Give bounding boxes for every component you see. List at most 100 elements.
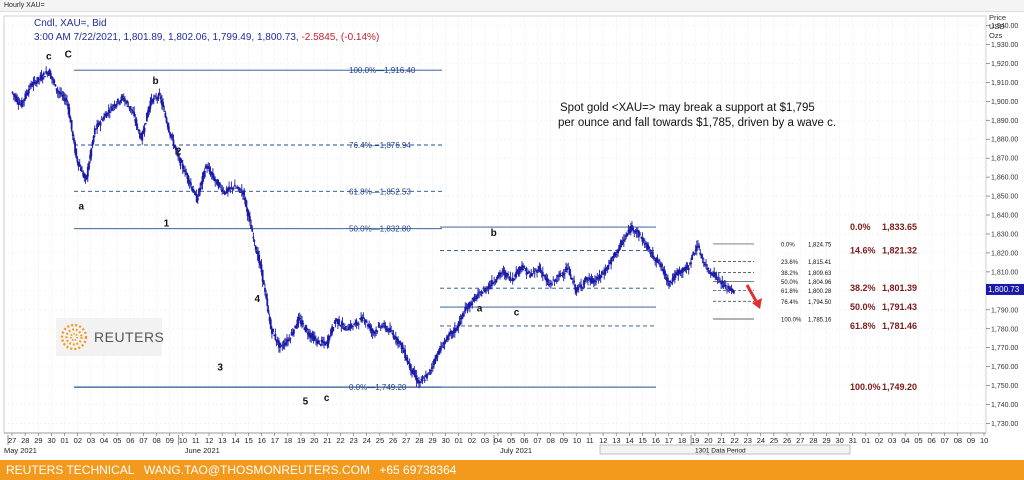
- candle-body: [320, 339, 323, 343]
- fib-label-small-value: 1,804.96: [808, 280, 832, 286]
- candle-body: [499, 272, 501, 277]
- candle-body: [728, 287, 731, 289]
- candle-body: [104, 114, 107, 116]
- candle-body: [568, 268, 571, 275]
- chart[interactable]: 100.0%—1,916.40 76.4%—1,876.94 61.8%—1,852…: [0, 12, 1024, 460]
- candle-body: [471, 302, 474, 306]
- data-period-bar: 1301 Data Period: [599, 444, 851, 455]
- candle-body: [286, 339, 288, 343]
- candle-body: [695, 246, 698, 251]
- candle-body: [331, 326, 334, 334]
- candle-body: [402, 350, 405, 353]
- candle-body: [613, 252, 616, 257]
- x-tick-label: 03: [87, 436, 95, 445]
- candle-body: [51, 76, 53, 80]
- candle-body: [342, 327, 345, 330]
- x-tick-label: 10: [573, 436, 581, 445]
- candle-body: [306, 332, 309, 335]
- header-ohlc: 3:00 AM 7/22/2021, 1,801.89, 1,802.06, 1…: [34, 32, 379, 43]
- candle-body: [683, 270, 685, 272]
- candle-body: [45, 70, 48, 74]
- candle-body: [59, 92, 61, 95]
- candle-body: [233, 184, 236, 187]
- candle-body: [34, 82, 37, 85]
- candle-body: [89, 154, 92, 160]
- x-tick-label: 02: [74, 436, 82, 445]
- candle-body: [249, 216, 251, 222]
- candle-body: [75, 148, 78, 158]
- fib-label-right-value: 1,833.65: [882, 222, 917, 232]
- candle-body: [140, 136, 142, 139]
- candle-body: [99, 122, 102, 126]
- candle-body: [161, 99, 163, 106]
- candle-body: [343, 327, 346, 330]
- candle-body: [470, 303, 472, 306]
- candle-body: [419, 381, 422, 384]
- fib-label-right-pct: 100.0%: [850, 382, 881, 392]
- fib-label-small-pct: 50.0%: [781, 280, 799, 286]
- candle-body: [313, 336, 316, 340]
- candle-body: [254, 245, 257, 250]
- candle-body: [547, 283, 550, 286]
- candle-body: [677, 270, 680, 276]
- candle-body: [367, 324, 369, 327]
- candle-body: [266, 298, 269, 307]
- candle-body: [77, 161, 80, 167]
- x-tick-label: 03: [888, 436, 896, 445]
- candle-body: [165, 117, 168, 123]
- candle-body: [500, 272, 503, 275]
- candle-body: [199, 187, 202, 192]
- candle-body: [606, 265, 609, 270]
- candle-body: [603, 272, 606, 275]
- candle-body: [605, 268, 608, 270]
- candle-body: [360, 317, 362, 321]
- window-title: Hourly XAU=: [0, 0, 1024, 12]
- x-tick-label: 25: [376, 436, 384, 445]
- candle-body: [52, 79, 54, 81]
- footer-email[interactable]: WANG.TAO@THOSMONREUTERS.COM: [143, 463, 370, 477]
- candle-body: [176, 149, 178, 153]
- candle-body: [370, 329, 373, 332]
- candle-body: [602, 273, 604, 275]
- candle-body: [680, 269, 683, 273]
- candle-body: [201, 176, 204, 185]
- candle-body: [727, 285, 729, 288]
- y-tick-label: 1,810.00: [991, 269, 1018, 276]
- candle-body: [372, 332, 375, 334]
- candle-body: [26, 92, 29, 96]
- candle-body: [687, 267, 690, 270]
- candle-body: [572, 281, 574, 283]
- candle-body: [315, 339, 317, 341]
- candle-body: [732, 291, 735, 294]
- candle-body: [35, 81, 38, 84]
- candle-body: [446, 336, 449, 340]
- candle-body: [559, 273, 562, 277]
- candle-body: [142, 130, 145, 134]
- fib-label-right-pct: 38.2%: [850, 283, 876, 293]
- candle-body: [318, 340, 321, 342]
- candle-body: [533, 272, 536, 274]
- candle-body: [598, 274, 601, 280]
- candle-body: [393, 337, 396, 339]
- candle-body: [730, 288, 733, 290]
- candle-body: [458, 321, 461, 327]
- candle-body: [643, 243, 646, 245]
- candle-body: [396, 337, 398, 343]
- candle-body: [697, 245, 699, 247]
- candle-body: [239, 192, 242, 194]
- candle-body: [323, 340, 325, 343]
- candle-body: [413, 370, 416, 376]
- candle-body: [638, 230, 640, 238]
- candle-body: [158, 92, 161, 95]
- candle-body: [71, 131, 74, 136]
- candle-body: [405, 357, 408, 360]
- candle-body: [332, 327, 335, 332]
- footer-phone: +65 69738364: [379, 463, 457, 477]
- candle-body: [303, 328, 306, 330]
- candle-body: [166, 123, 169, 128]
- candle-body: [464, 307, 467, 312]
- wave-label: c: [514, 307, 520, 318]
- data-period-box: [599, 444, 851, 455]
- current-price-label: 1,800.73: [988, 285, 1020, 294]
- candle-body: [486, 288, 489, 290]
